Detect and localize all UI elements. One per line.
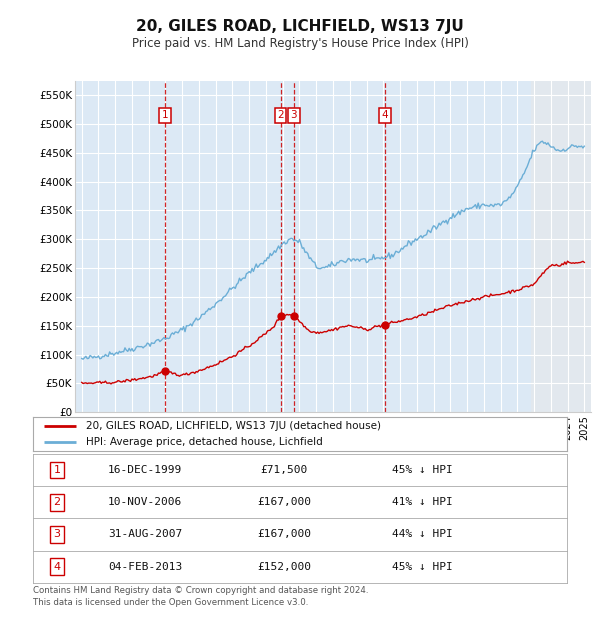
Text: £152,000: £152,000	[257, 562, 311, 572]
Text: 41% ↓ HPI: 41% ↓ HPI	[392, 497, 453, 507]
Text: 04-FEB-2013: 04-FEB-2013	[108, 562, 182, 572]
Text: £71,500: £71,500	[260, 465, 308, 475]
Text: This data is licensed under the Open Government Licence v3.0.: This data is licensed under the Open Gov…	[33, 598, 308, 608]
Text: 4: 4	[53, 562, 61, 572]
Text: 45% ↓ HPI: 45% ↓ HPI	[392, 562, 453, 572]
Bar	[530, 81, 591, 412]
Text: 44% ↓ HPI: 44% ↓ HPI	[392, 529, 453, 539]
Text: £167,000: £167,000	[257, 529, 311, 539]
Text: 1: 1	[53, 465, 61, 475]
Text: 3: 3	[290, 110, 297, 120]
Text: 1: 1	[161, 110, 168, 120]
Text: 45% ↓ HPI: 45% ↓ HPI	[392, 465, 453, 475]
Text: 20, GILES ROAD, LICHFIELD, WS13 7JU (detached house): 20, GILES ROAD, LICHFIELD, WS13 7JU (det…	[86, 421, 382, 431]
Text: 4: 4	[382, 110, 388, 120]
Text: 31-AUG-2007: 31-AUG-2007	[108, 529, 182, 539]
Text: 2: 2	[53, 497, 61, 507]
Text: 2: 2	[277, 110, 284, 120]
Text: 3: 3	[53, 529, 61, 539]
Text: £167,000: £167,000	[257, 497, 311, 507]
Text: Contains HM Land Registry data © Crown copyright and database right 2024.: Contains HM Land Registry data © Crown c…	[33, 586, 368, 595]
Text: 16-DEC-1999: 16-DEC-1999	[108, 465, 182, 475]
Text: HPI: Average price, detached house, Lichfield: HPI: Average price, detached house, Lich…	[86, 437, 323, 447]
Text: 20, GILES ROAD, LICHFIELD, WS13 7JU: 20, GILES ROAD, LICHFIELD, WS13 7JU	[136, 19, 464, 33]
Text: 10-NOV-2006: 10-NOV-2006	[108, 497, 182, 507]
Text: Price paid vs. HM Land Registry's House Price Index (HPI): Price paid vs. HM Land Registry's House …	[131, 37, 469, 50]
